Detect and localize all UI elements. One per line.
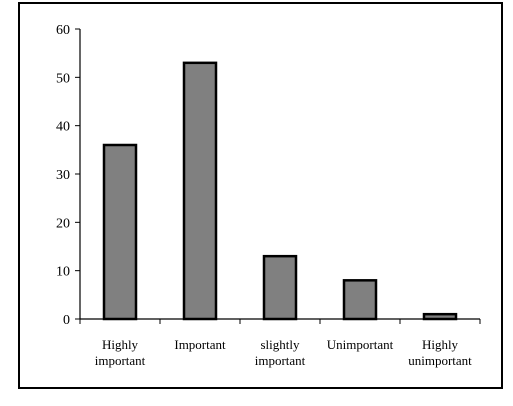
y-tick-label: 50 bbox=[56, 71, 70, 86]
y-ticks: 0 10 20 30 40 50 60 bbox=[56, 23, 80, 328]
y-tick-label: 30 bbox=[56, 168, 70, 183]
x-category-label-line: Unimportant bbox=[327, 337, 394, 352]
x-category-label-line: unimportant bbox=[408, 353, 472, 368]
x-category-label: Important bbox=[174, 337, 226, 352]
x-category-label: slightly important bbox=[255, 337, 306, 368]
y-tick-label: 60 bbox=[56, 23, 70, 38]
x-category-label-line: Highly bbox=[422, 337, 459, 352]
y-tick-label: 20 bbox=[56, 216, 70, 231]
x-category-label-line: important bbox=[255, 353, 306, 368]
y-tick-label: 10 bbox=[56, 265, 70, 280]
y-tick-label: 0 bbox=[63, 313, 70, 328]
bar-3 bbox=[342, 279, 378, 321]
x-category-label-line: Important bbox=[174, 337, 226, 352]
x-category-label-line: slightly bbox=[260, 337, 300, 352]
x-category-label: Highly unimportant bbox=[408, 337, 472, 368]
bars bbox=[102, 61, 458, 321]
y-tick-label: 40 bbox=[56, 120, 70, 135]
bar-1 bbox=[182, 61, 218, 321]
x-category-label-line: important bbox=[95, 353, 146, 368]
bar-2 bbox=[262, 254, 298, 321]
chart-frame bbox=[18, 2, 503, 389]
x-category-label: Highly important bbox=[95, 337, 146, 368]
bar-0 bbox=[102, 143, 138, 321]
x-category-label-line: Highly bbox=[102, 337, 139, 352]
bar-4 bbox=[422, 312, 458, 321]
x-category-label: Unimportant bbox=[327, 337, 394, 352]
